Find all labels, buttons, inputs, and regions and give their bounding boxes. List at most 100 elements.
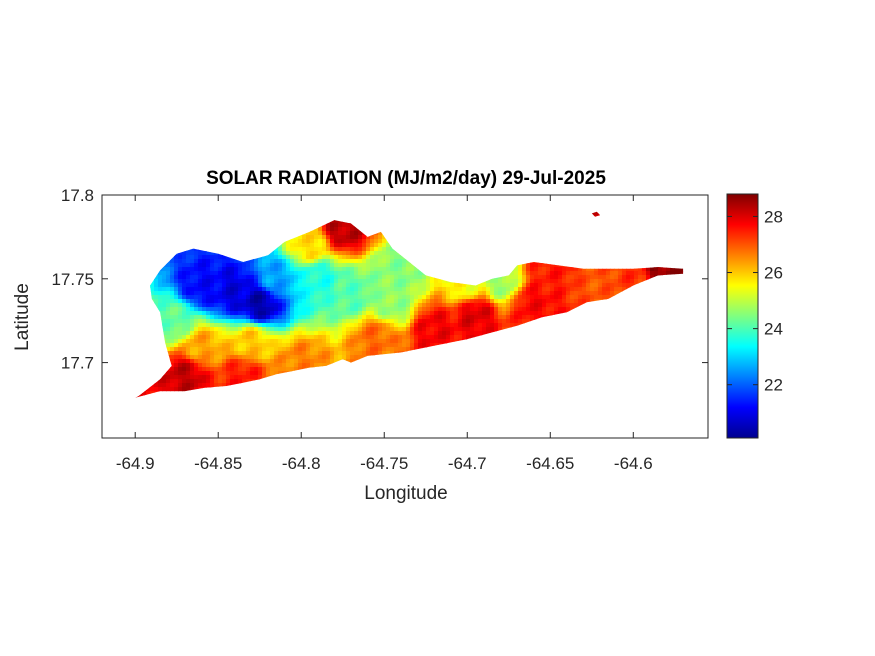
heat-cell bbox=[478, 323, 483, 328]
heat-cell bbox=[458, 323, 463, 328]
heat-cell bbox=[210, 287, 215, 292]
heat-cell bbox=[206, 319, 211, 324]
heat-cell bbox=[530, 271, 535, 276]
heat-cell bbox=[314, 227, 319, 232]
heat-cell bbox=[218, 263, 223, 268]
heat-cell bbox=[234, 275, 239, 280]
heat-cell bbox=[426, 275, 431, 280]
heat-cell bbox=[278, 323, 283, 328]
heat-cell bbox=[578, 275, 583, 280]
heat-cell bbox=[194, 291, 199, 296]
heat-cell bbox=[414, 315, 419, 320]
heat-cell bbox=[334, 287, 339, 292]
heat-cell bbox=[366, 311, 371, 316]
heat-cell bbox=[546, 283, 551, 288]
heat-cell bbox=[246, 267, 251, 272]
heat-cell bbox=[226, 263, 231, 268]
heat-cell bbox=[474, 319, 479, 324]
heat-cell bbox=[494, 291, 499, 296]
heat-cell bbox=[342, 279, 347, 284]
heat-cell bbox=[278, 263, 283, 268]
heat-cell bbox=[294, 271, 299, 276]
heat-cell bbox=[586, 291, 591, 296]
heat-cell bbox=[194, 267, 199, 272]
heat-cell bbox=[534, 279, 539, 284]
heat-cell bbox=[250, 271, 255, 276]
heat-cell bbox=[550, 271, 555, 276]
heat-cell bbox=[546, 311, 551, 316]
heat-cell bbox=[346, 291, 351, 296]
heat-cell bbox=[402, 267, 407, 272]
heat-cell bbox=[226, 307, 231, 312]
heat-cell bbox=[618, 283, 623, 288]
heat-cell bbox=[314, 275, 319, 280]
heat-cell bbox=[394, 323, 399, 328]
heat-cell bbox=[570, 267, 575, 272]
heat-cell bbox=[490, 279, 495, 284]
heat-cell bbox=[450, 315, 455, 320]
heat-cell bbox=[242, 275, 247, 280]
heat-cell bbox=[450, 287, 455, 292]
heat-cell bbox=[322, 275, 327, 280]
heat-cell bbox=[370, 323, 375, 328]
heat-cell bbox=[566, 291, 571, 296]
heat-cell bbox=[258, 271, 263, 276]
heat-cell bbox=[266, 271, 271, 276]
heat-cell bbox=[590, 275, 595, 280]
heat-cell bbox=[190, 251, 195, 256]
heat-cell bbox=[310, 251, 315, 256]
heat-cell bbox=[230, 307, 235, 312]
heat-cell bbox=[482, 307, 487, 312]
heat-cell bbox=[474, 295, 479, 300]
heat-cell bbox=[270, 275, 275, 280]
heat-cell bbox=[366, 295, 371, 300]
heat-cell bbox=[438, 279, 443, 284]
heat-cell bbox=[514, 291, 519, 296]
heat-cell bbox=[342, 311, 347, 316]
heat-cell bbox=[290, 251, 295, 256]
heat-cell bbox=[326, 291, 331, 296]
heat-cell bbox=[238, 279, 243, 284]
heat-cell bbox=[462, 283, 467, 288]
heat-cell bbox=[222, 283, 227, 288]
heat-cell bbox=[478, 315, 483, 320]
heat-cell bbox=[386, 275, 391, 280]
heat-cell bbox=[354, 275, 359, 280]
heat-cell bbox=[454, 291, 459, 296]
heat-cell bbox=[206, 267, 211, 272]
heat-cell bbox=[226, 255, 231, 260]
heat-cell bbox=[566, 267, 571, 272]
heat-cell bbox=[298, 291, 303, 296]
heat-cell bbox=[630, 279, 635, 284]
heat-cell bbox=[274, 283, 279, 288]
heat-cell bbox=[370, 271, 375, 276]
heat-cell bbox=[178, 287, 183, 292]
heat-cell bbox=[402, 283, 407, 288]
heat-cell bbox=[506, 323, 511, 328]
heat-cell bbox=[378, 247, 383, 252]
heat-cell bbox=[278, 287, 283, 292]
heat-cell bbox=[354, 243, 359, 248]
heat-cell bbox=[178, 323, 183, 328]
heat-cell bbox=[218, 323, 223, 328]
heat-cell bbox=[558, 311, 563, 316]
heat-cell bbox=[450, 311, 455, 316]
heat-cell bbox=[226, 323, 231, 328]
heat-cell bbox=[390, 287, 395, 292]
heat-cell bbox=[178, 263, 183, 268]
heat-cell bbox=[430, 307, 435, 312]
heat-cell bbox=[506, 287, 511, 292]
heat-cell bbox=[522, 279, 527, 284]
heat-cell bbox=[550, 267, 555, 272]
heat-cell bbox=[434, 287, 439, 292]
heat-cell bbox=[558, 307, 563, 312]
heat-cell bbox=[338, 247, 343, 252]
heat-cell bbox=[486, 295, 491, 300]
heat-cell bbox=[410, 275, 415, 280]
heat-cell bbox=[370, 251, 375, 256]
heat-cell bbox=[222, 271, 227, 276]
heat-cell bbox=[182, 315, 187, 320]
heat-cell bbox=[298, 275, 303, 280]
heat-cell bbox=[610, 287, 615, 292]
heat-cell bbox=[242, 307, 247, 312]
